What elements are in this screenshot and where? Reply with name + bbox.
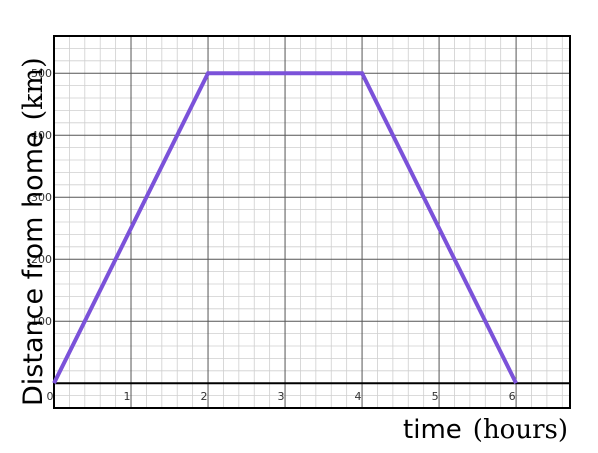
y-axis-title-unit: (km) — [18, 57, 49, 120]
y-tick-label: -100 — [27, 315, 52, 328]
x-tick-label: 3 — [278, 390, 285, 403]
series-line — [52, 71, 518, 385]
y-tick-label: -200 — [27, 253, 52, 266]
tick-labels: 0 1 2 3 4 5 6 -100 -200 -300 -400 -500 — [27, 67, 516, 403]
x-tick-label: 4 — [355, 390, 362, 403]
x-tick-label: 2 — [201, 390, 208, 403]
x-tick-label: 6 — [509, 390, 516, 403]
x-axis-title-unit: (hours) — [473, 415, 568, 445]
y-tick-label: -400 — [27, 129, 52, 142]
y-tick-label: -500 — [27, 67, 52, 80]
x-tick-label: 5 — [432, 390, 439, 403]
x-axis-title: time (hours) — [403, 415, 568, 445]
x-axis-title-main: time — [403, 415, 462, 445]
y-axis-title-main: Distance from home — [18, 131, 49, 406]
y-axis-title: Distance from home (km) — [18, 57, 49, 406]
minor-grid — [54, 35, 570, 409]
y-tick-label: -300 — [27, 191, 52, 204]
x-tick-label: 0 — [47, 390, 54, 403]
x-tick-label: 1 — [124, 390, 131, 403]
series-group — [52, 71, 518, 385]
